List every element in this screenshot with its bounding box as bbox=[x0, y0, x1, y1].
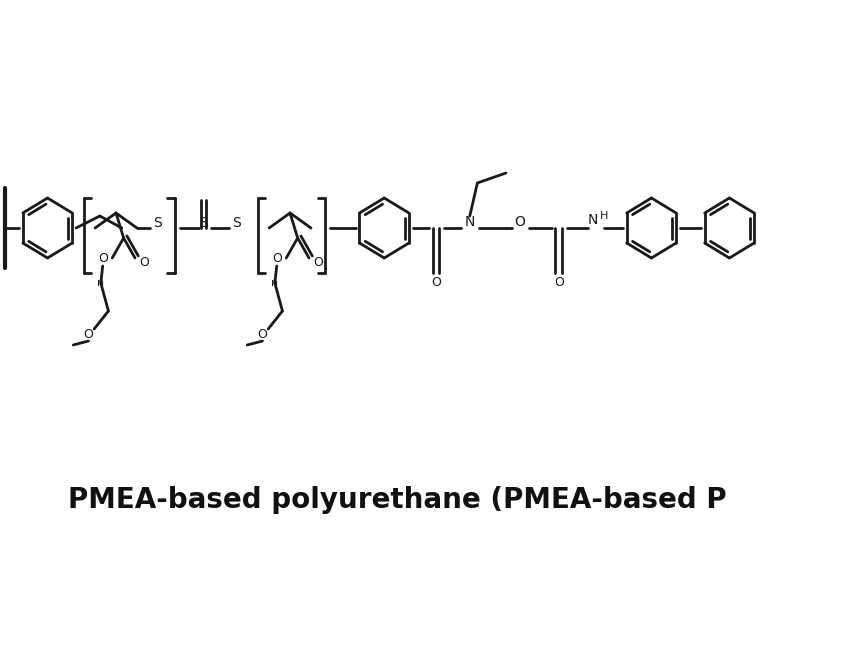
Text: O: O bbox=[140, 255, 149, 268]
Text: O: O bbox=[257, 327, 267, 340]
Text: O: O bbox=[271, 251, 282, 264]
Text: H: H bbox=[600, 211, 608, 221]
Text: n: n bbox=[271, 278, 278, 288]
Text: N: N bbox=[465, 215, 475, 229]
Text: n: n bbox=[97, 278, 104, 288]
Text: O: O bbox=[83, 327, 94, 340]
Text: O: O bbox=[554, 277, 564, 290]
Text: PMEA-based polyurethane (PMEA-based P: PMEA-based polyurethane (PMEA-based P bbox=[68, 486, 727, 514]
Text: S: S bbox=[153, 216, 162, 230]
Text: O: O bbox=[314, 255, 323, 268]
Text: S: S bbox=[199, 216, 208, 230]
Text: O: O bbox=[98, 251, 108, 264]
Text: O: O bbox=[514, 215, 525, 229]
Text: S: S bbox=[232, 216, 241, 230]
Text: O: O bbox=[432, 277, 441, 290]
Text: N: N bbox=[587, 213, 597, 227]
